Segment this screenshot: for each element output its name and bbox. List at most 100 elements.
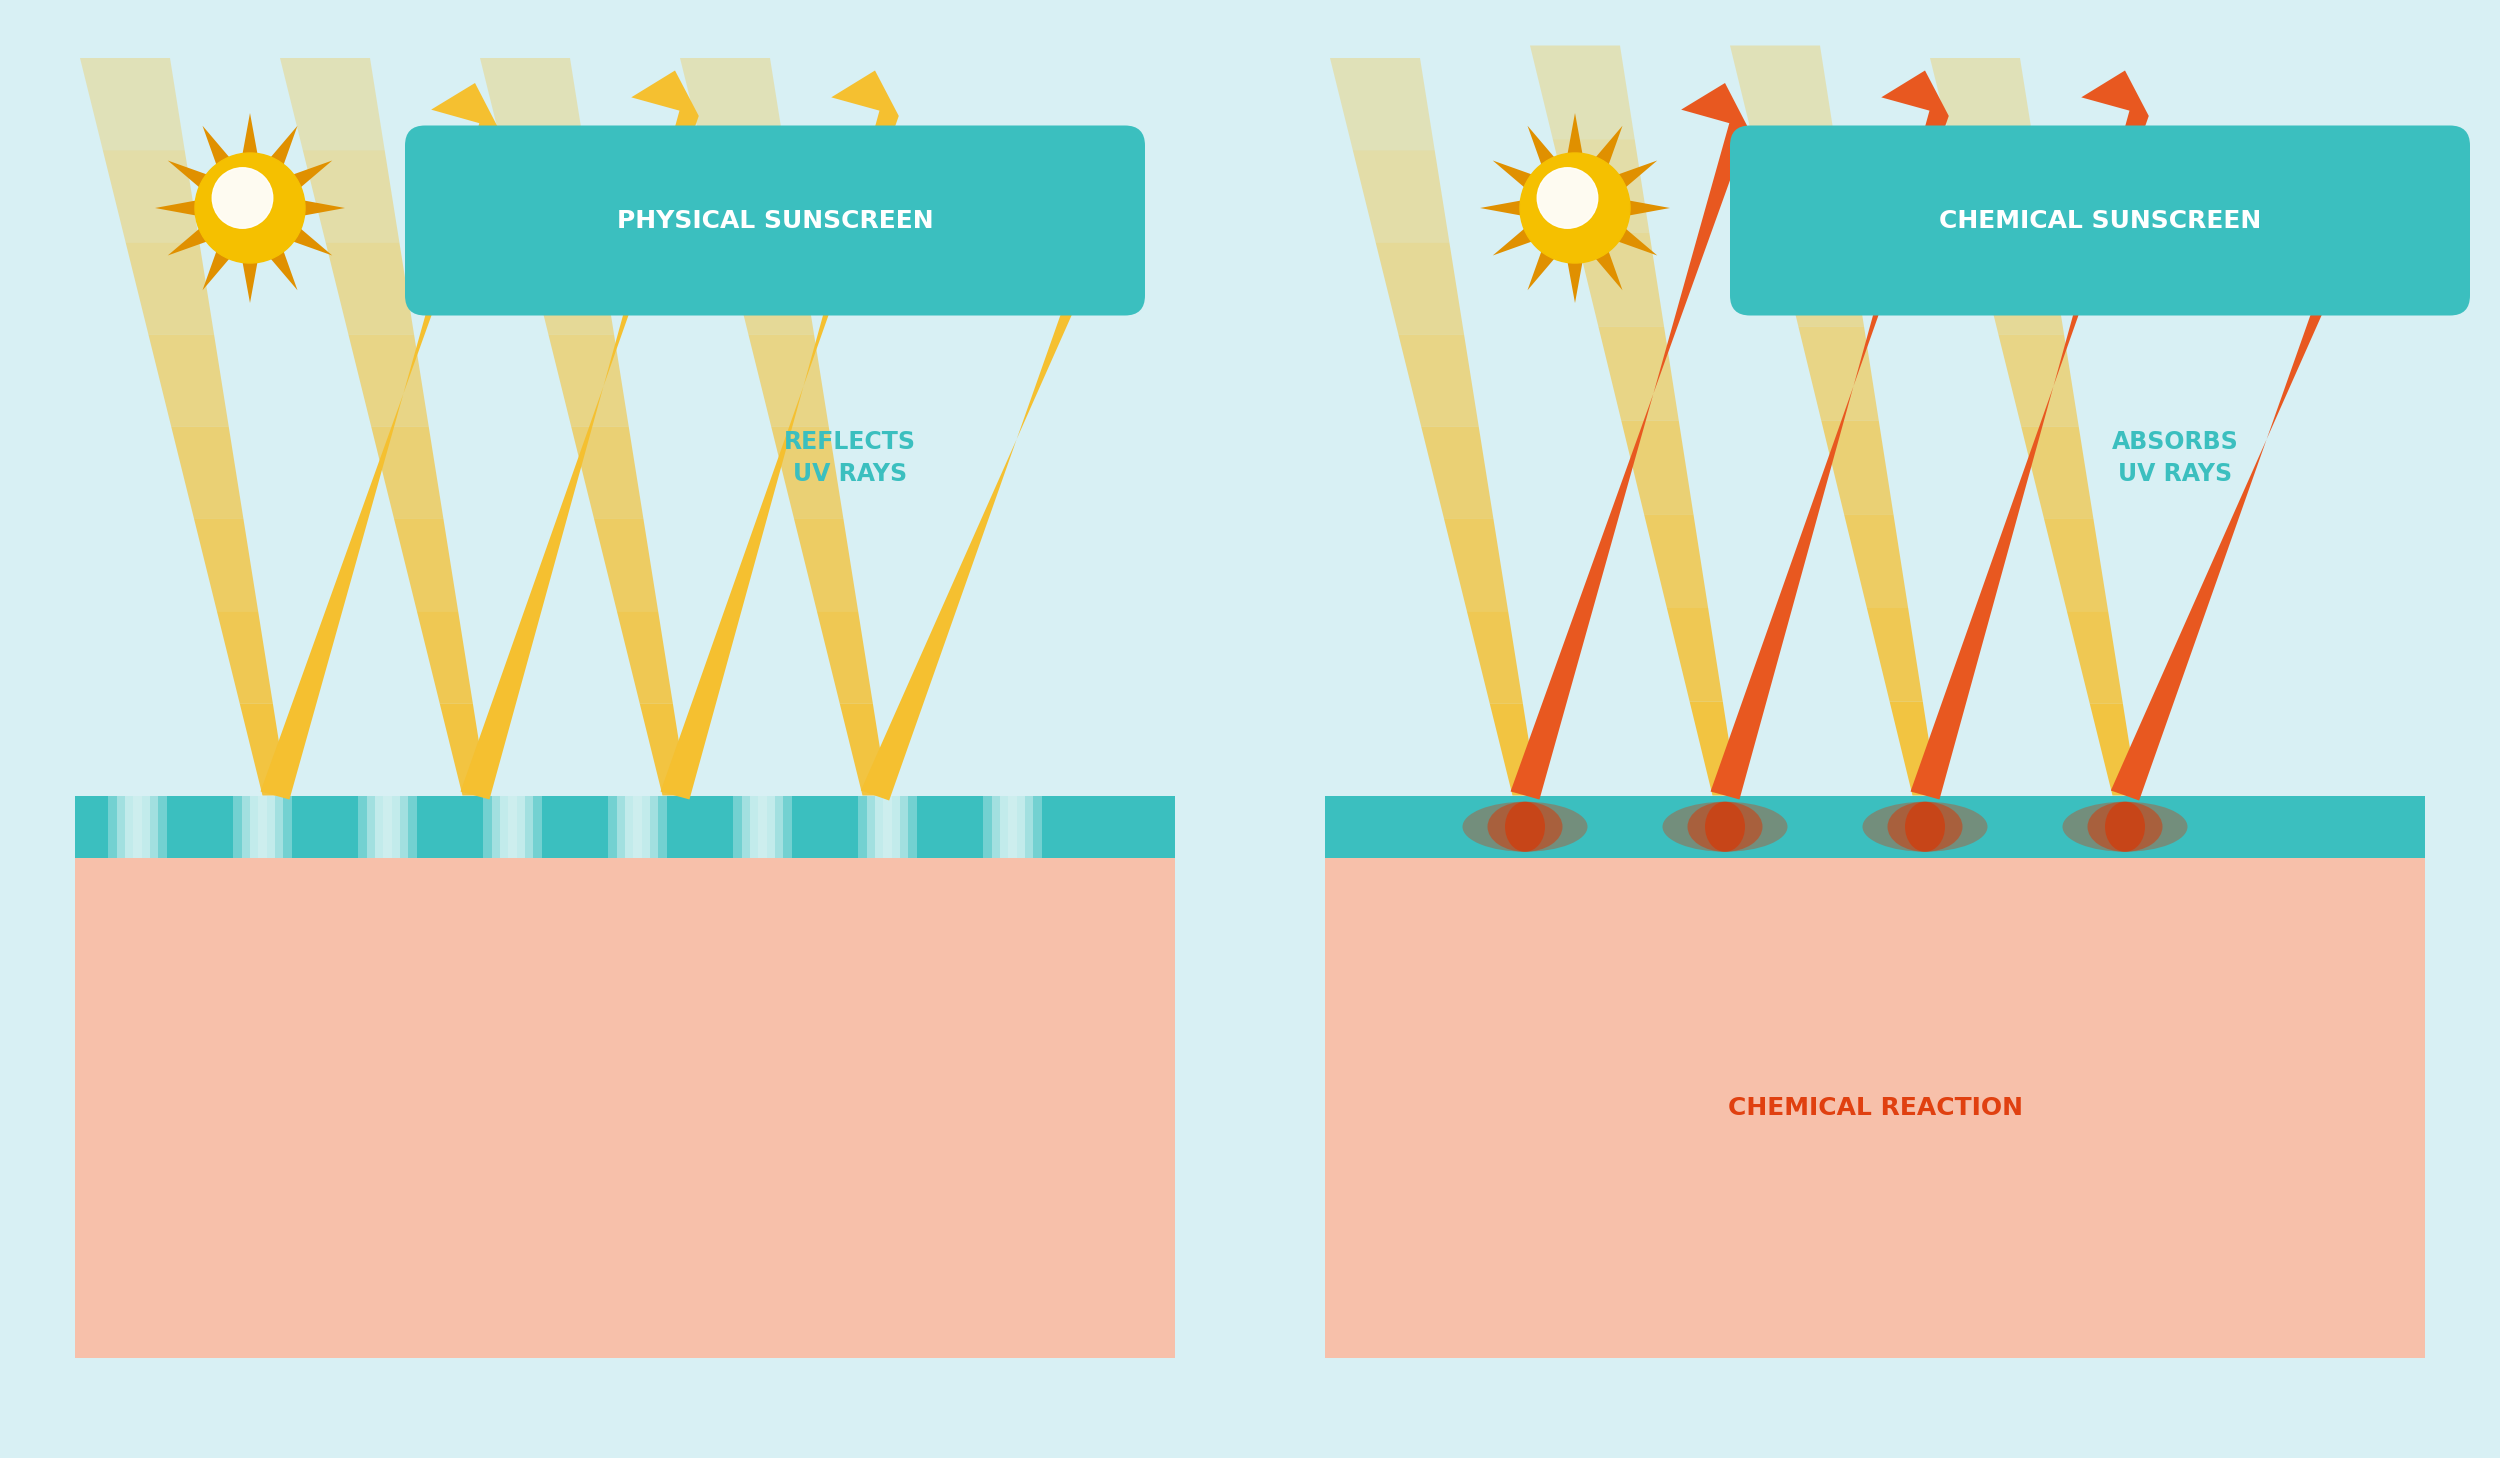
Polygon shape [302, 150, 400, 242]
Polygon shape [1868, 608, 1922, 701]
Polygon shape [795, 519, 858, 611]
Polygon shape [770, 427, 843, 519]
Polygon shape [170, 427, 242, 519]
Polygon shape [1690, 701, 1737, 796]
Circle shape [213, 168, 272, 229]
Bar [268, 796, 275, 857]
Bar [1042, 796, 1050, 857]
Bar [882, 796, 892, 857]
Polygon shape [1952, 150, 2050, 242]
Bar [600, 796, 608, 857]
Polygon shape [725, 242, 815, 334]
Bar [992, 796, 1000, 857]
Bar [768, 796, 775, 857]
Bar [750, 796, 758, 857]
Bar [132, 796, 142, 857]
Circle shape [1520, 153, 1630, 262]
Circle shape [1538, 168, 1598, 229]
Polygon shape [280, 58, 385, 150]
Ellipse shape [1862, 802, 1988, 851]
Polygon shape [2090, 703, 2138, 796]
Bar [525, 796, 532, 857]
Bar [982, 796, 992, 857]
Bar [118, 796, 125, 857]
Polygon shape [1752, 140, 1850, 233]
Bar [250, 796, 258, 857]
Polygon shape [2068, 611, 2122, 703]
Polygon shape [640, 703, 688, 796]
Polygon shape [1975, 242, 2065, 334]
Bar [475, 796, 482, 857]
Polygon shape [1890, 701, 1938, 796]
Polygon shape [1575, 233, 1665, 327]
Circle shape [195, 153, 305, 262]
Polygon shape [748, 334, 830, 427]
Polygon shape [660, 70, 900, 799]
Bar [282, 796, 292, 857]
Bar [500, 796, 508, 857]
Polygon shape [1598, 327, 1680, 420]
Bar [1025, 796, 1032, 857]
Polygon shape [1398, 334, 1480, 427]
Bar [508, 796, 518, 857]
Polygon shape [680, 58, 785, 150]
Bar [658, 796, 668, 857]
Bar [918, 796, 925, 857]
Bar [225, 796, 232, 857]
Bar [292, 796, 300, 857]
Bar [1325, 857, 2425, 1357]
Polygon shape [1352, 150, 1450, 242]
Polygon shape [595, 519, 658, 611]
Bar [1008, 796, 1018, 857]
Polygon shape [195, 519, 258, 611]
Bar [532, 796, 542, 857]
Bar [875, 796, 882, 857]
Polygon shape [1330, 58, 1435, 150]
Polygon shape [1710, 70, 1950, 799]
Bar [1032, 796, 1042, 857]
Polygon shape [2110, 157, 2370, 800]
Ellipse shape [2088, 802, 2162, 851]
Bar [858, 796, 868, 857]
Polygon shape [618, 611, 672, 703]
Ellipse shape [1905, 802, 1945, 851]
Polygon shape [460, 70, 700, 799]
Bar [400, 796, 408, 857]
Bar [100, 796, 107, 857]
Ellipse shape [2105, 802, 2145, 851]
Bar [1000, 796, 1008, 857]
Bar [107, 796, 118, 857]
Bar [975, 796, 982, 857]
Polygon shape [260, 83, 498, 799]
Ellipse shape [2062, 802, 2188, 851]
Bar [725, 796, 732, 857]
Bar [632, 796, 642, 857]
Polygon shape [102, 150, 200, 242]
Polygon shape [348, 334, 430, 427]
Bar [650, 796, 658, 857]
Bar [150, 796, 158, 857]
Bar [867, 796, 875, 857]
Polygon shape [217, 611, 272, 703]
Bar [418, 796, 425, 857]
Polygon shape [1480, 114, 1670, 303]
Polygon shape [372, 427, 442, 519]
Bar [482, 796, 492, 857]
Polygon shape [1620, 420, 1692, 515]
Bar [742, 796, 750, 857]
Bar [1325, 796, 2425, 857]
Bar [642, 796, 650, 857]
Polygon shape [2020, 427, 2092, 519]
Text: ABSORBS
UV RAYS: ABSORBS UV RAYS [2112, 430, 2238, 486]
Bar [782, 796, 792, 857]
Bar [275, 796, 282, 857]
Bar [792, 796, 800, 857]
Bar [732, 796, 742, 857]
Bar [168, 796, 175, 857]
Polygon shape [570, 427, 642, 519]
Polygon shape [1998, 334, 2080, 427]
Bar [232, 796, 242, 857]
Polygon shape [1490, 703, 1538, 796]
Bar [892, 796, 900, 857]
Polygon shape [1530, 45, 1635, 140]
